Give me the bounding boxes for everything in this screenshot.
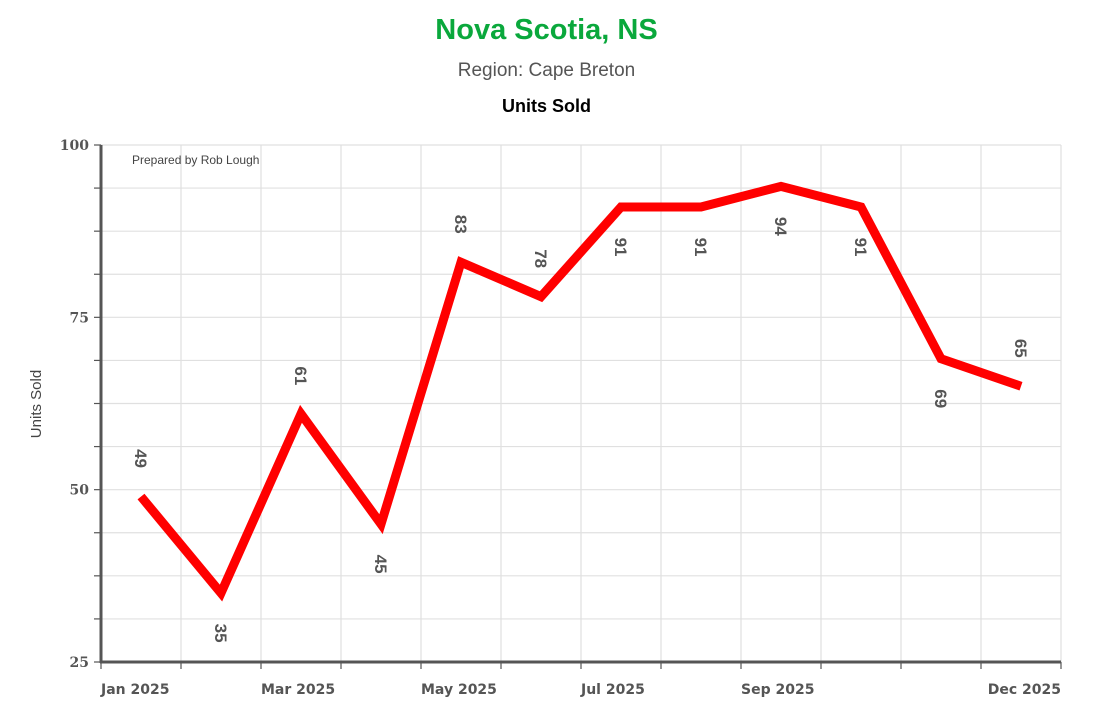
series-title: Units Sold — [502, 96, 591, 116]
x-tick-label: May 2025 — [421, 682, 497, 698]
data-label: 91 — [691, 238, 710, 257]
grid-lines — [100, 144, 1062, 663]
data-label: 91 — [611, 238, 630, 257]
data-label: 94 — [771, 217, 790, 236]
data-label: 49 — [131, 449, 150, 468]
data-label: 61 — [291, 366, 310, 385]
x-tick-label: Jan 2025 — [100, 682, 169, 698]
data-label: 45 — [371, 555, 390, 574]
series-line — [137, 181, 1023, 602]
x-tick-label: Jul 2025 — [580, 682, 645, 698]
data-label: 69 — [931, 389, 950, 408]
y-tick-label: 100 — [60, 138, 89, 154]
x-tick-label: Dec 2025 — [988, 682, 1061, 698]
x-tick-label: Sep 2025 — [741, 682, 814, 698]
y-tick-label: 25 — [70, 655, 89, 671]
data-labels: 49 35 61 45 83 78 91 91 94 91 69 65 — [131, 215, 1030, 643]
data-series — [137, 181, 1023, 602]
data-label: 65 — [1011, 339, 1030, 358]
y-tick-label: 50 — [70, 483, 90, 499]
data-label: 35 — [211, 624, 230, 643]
y-tick-label: 75 — [70, 310, 89, 326]
axes: 25 50 75 100 Jan 2025 Mar 2025 May 2025 Jul 202… — [60, 138, 1062, 698]
chart-title: Nova Scotia, NS — [435, 14, 658, 46]
y-axis-label: Units Sold — [28, 370, 45, 438]
data-label: 83 — [451, 215, 470, 234]
chart-subtitle: Region: Cape Breton — [457, 60, 636, 81]
prepared-by-note: Prepared by Rob Lough — [132, 153, 259, 167]
data-label: 78 — [531, 249, 550, 268]
data-label: 91 — [851, 238, 870, 257]
x-tick-label: Mar 2025 — [261, 682, 335, 698]
